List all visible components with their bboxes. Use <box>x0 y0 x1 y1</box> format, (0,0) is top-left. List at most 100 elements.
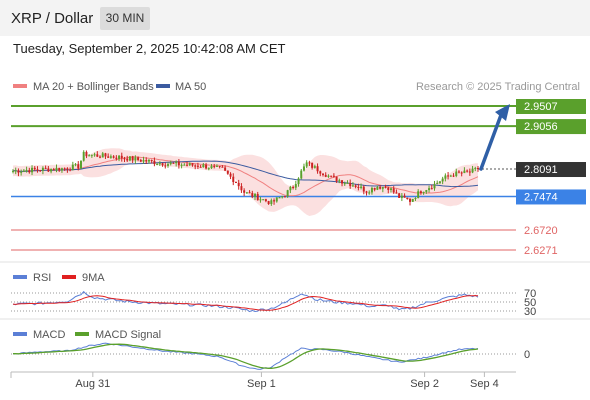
candle-body <box>381 186 384 189</box>
candle-body <box>406 197 409 200</box>
level-tag-pivot <box>516 189 586 205</box>
candle-body <box>221 166 224 168</box>
candle-body <box>289 186 292 191</box>
candle-body <box>324 174 327 177</box>
candle-body <box>300 170 303 179</box>
candle-body <box>79 160 82 169</box>
candle-body <box>362 186 365 192</box>
candle-body <box>373 187 376 190</box>
candle-body <box>455 171 458 176</box>
ma20-line <box>12 156 479 197</box>
candle-body <box>354 185 357 187</box>
candle-body <box>449 175 452 177</box>
candle-body <box>74 164 77 166</box>
candle-body <box>349 182 352 187</box>
candle-body <box>128 156 131 161</box>
candle-body <box>286 190 289 197</box>
candle-body <box>438 181 441 184</box>
candle-body <box>330 175 333 177</box>
candle-body <box>164 165 167 167</box>
candle-body <box>283 196 286 198</box>
legend-ma20-swatch <box>13 84 27 88</box>
macd-tick-0: 0 <box>524 349 530 361</box>
candle-body <box>213 166 216 168</box>
candle-body <box>167 164 169 166</box>
candle-body <box>177 161 180 166</box>
candle-body <box>60 168 63 171</box>
chart-header: XRP / Dollar 30 MIN <box>0 0 590 36</box>
legend-rsi-ma-swatch <box>62 275 76 279</box>
candle-body <box>389 188 392 190</box>
candle-body <box>150 159 153 161</box>
candle-body <box>20 171 23 173</box>
candle-body <box>101 153 104 158</box>
candle-body <box>387 187 390 190</box>
candle-body <box>134 157 137 161</box>
candle-body <box>210 166 213 169</box>
candle-body <box>297 178 300 185</box>
candle-body <box>292 186 295 188</box>
rsi-tick-50: 50 <box>524 297 536 309</box>
ma50-line <box>12 160 479 188</box>
candle-body <box>112 156 115 158</box>
candle-body <box>248 192 251 194</box>
candle-body <box>351 185 354 187</box>
candle-body <box>237 182 240 187</box>
candle-body <box>398 193 401 198</box>
candle-body <box>346 182 349 184</box>
level-tag-resistance <box>516 99 586 114</box>
candle-body <box>186 164 189 166</box>
candle-body <box>205 164 208 169</box>
candle-body <box>63 168 66 170</box>
candle-body <box>218 165 221 167</box>
projection-arrow-shaft <box>479 113 503 171</box>
current-price-label: 2.8091 <box>524 164 558 176</box>
candle-body <box>305 162 308 167</box>
candle-body <box>430 188 433 190</box>
candle-body <box>474 168 477 170</box>
candle-body <box>332 175 335 177</box>
candle-body <box>311 162 314 168</box>
legend-rsi-ma-label: 9MA <box>82 272 105 284</box>
candle-body <box>139 159 142 162</box>
candle-body <box>278 197 281 199</box>
candle-body <box>444 175 447 179</box>
candle-body <box>215 165 218 167</box>
candle-body <box>207 168 210 170</box>
candle-body <box>273 200 276 202</box>
candle-body <box>471 168 474 173</box>
candle-body <box>335 176 338 182</box>
x-tick-label: Sep 4 <box>470 378 499 390</box>
candle-body <box>365 191 368 193</box>
candle-body <box>12 170 14 172</box>
candle-body <box>118 155 121 159</box>
candle-body <box>66 168 69 170</box>
interval-button[interactable]: 30 MIN <box>100 7 150 30</box>
candle-body <box>188 163 191 166</box>
candle-body <box>31 167 34 173</box>
candle-body <box>316 166 319 172</box>
candle-body <box>25 170 28 172</box>
candle-body <box>425 190 428 192</box>
candle-body <box>417 191 420 199</box>
candle-body <box>422 191 425 194</box>
candle-body <box>460 172 463 174</box>
legend-ma50-swatch <box>156 84 170 88</box>
candle-body <box>85 151 88 157</box>
legend-rsi-swatch <box>13 275 27 279</box>
candle-body <box>232 176 235 183</box>
candle-body <box>82 151 85 161</box>
candle-body <box>259 199 262 201</box>
candle-body <box>161 163 164 166</box>
candle-body <box>169 162 172 165</box>
chart-title: XRP / Dollar <box>11 10 94 27</box>
rsi-tick-30: 30 <box>524 306 536 318</box>
candle-body <box>414 198 417 200</box>
candle-body <box>341 180 344 184</box>
candle-body <box>357 186 360 188</box>
candle-body <box>115 157 118 159</box>
candle-body <box>156 163 159 165</box>
candle-body <box>107 156 110 158</box>
candle-body <box>245 192 248 194</box>
